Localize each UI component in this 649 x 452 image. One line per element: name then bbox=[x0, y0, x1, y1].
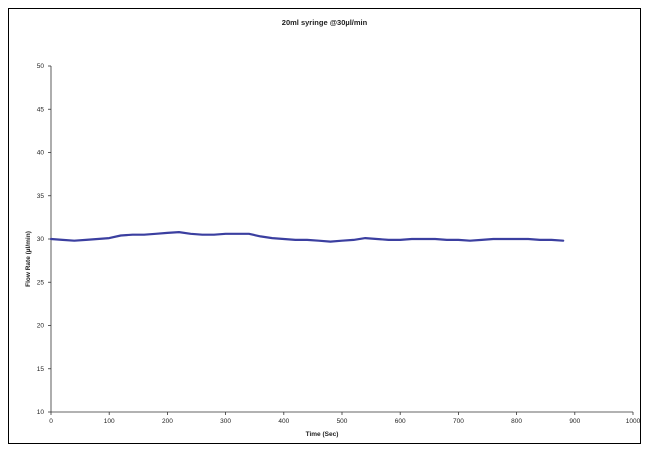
x-axis-title: Time (Sec) bbox=[306, 431, 339, 438]
y-tick-label: 45 bbox=[37, 106, 45, 113]
y-tick-label: 15 bbox=[37, 366, 45, 373]
y-tick-label: 35 bbox=[37, 193, 45, 200]
chart-frame bbox=[8, 8, 641, 444]
y-tick-label: 25 bbox=[37, 279, 45, 286]
x-tick-label: 0 bbox=[49, 418, 53, 425]
y-tick-label: 50 bbox=[37, 63, 45, 70]
y-tick-label: 40 bbox=[37, 150, 45, 157]
x-tick-label: 800 bbox=[511, 418, 522, 425]
x-tick-label: 900 bbox=[569, 418, 580, 425]
x-tick-label: 700 bbox=[453, 418, 464, 425]
x-tick-label: 1000 bbox=[626, 418, 641, 425]
y-tick-label: 10 bbox=[37, 409, 45, 416]
y-tick-label: 20 bbox=[37, 323, 45, 330]
series bbox=[49, 231, 565, 243]
y-tick-label: 30 bbox=[37, 236, 45, 243]
x-tick-label: 500 bbox=[337, 418, 348, 425]
chart-title: 20ml syringe @30µl/min bbox=[281, 18, 368, 27]
x-tick-label: 200 bbox=[162, 418, 173, 425]
x-tick-label: 600 bbox=[395, 418, 406, 425]
x-tick-label: 300 bbox=[220, 418, 231, 425]
x-tick-label: 400 bbox=[278, 418, 289, 425]
series-line bbox=[49, 231, 565, 243]
y-axis-title: Flow Rate (µl/min) bbox=[25, 231, 32, 287]
x-tick-label: 100 bbox=[104, 418, 115, 425]
ticks: 0 100 200 300 400 500 600 700 800 900 1000 10 15 20 25… bbox=[37, 63, 641, 425]
